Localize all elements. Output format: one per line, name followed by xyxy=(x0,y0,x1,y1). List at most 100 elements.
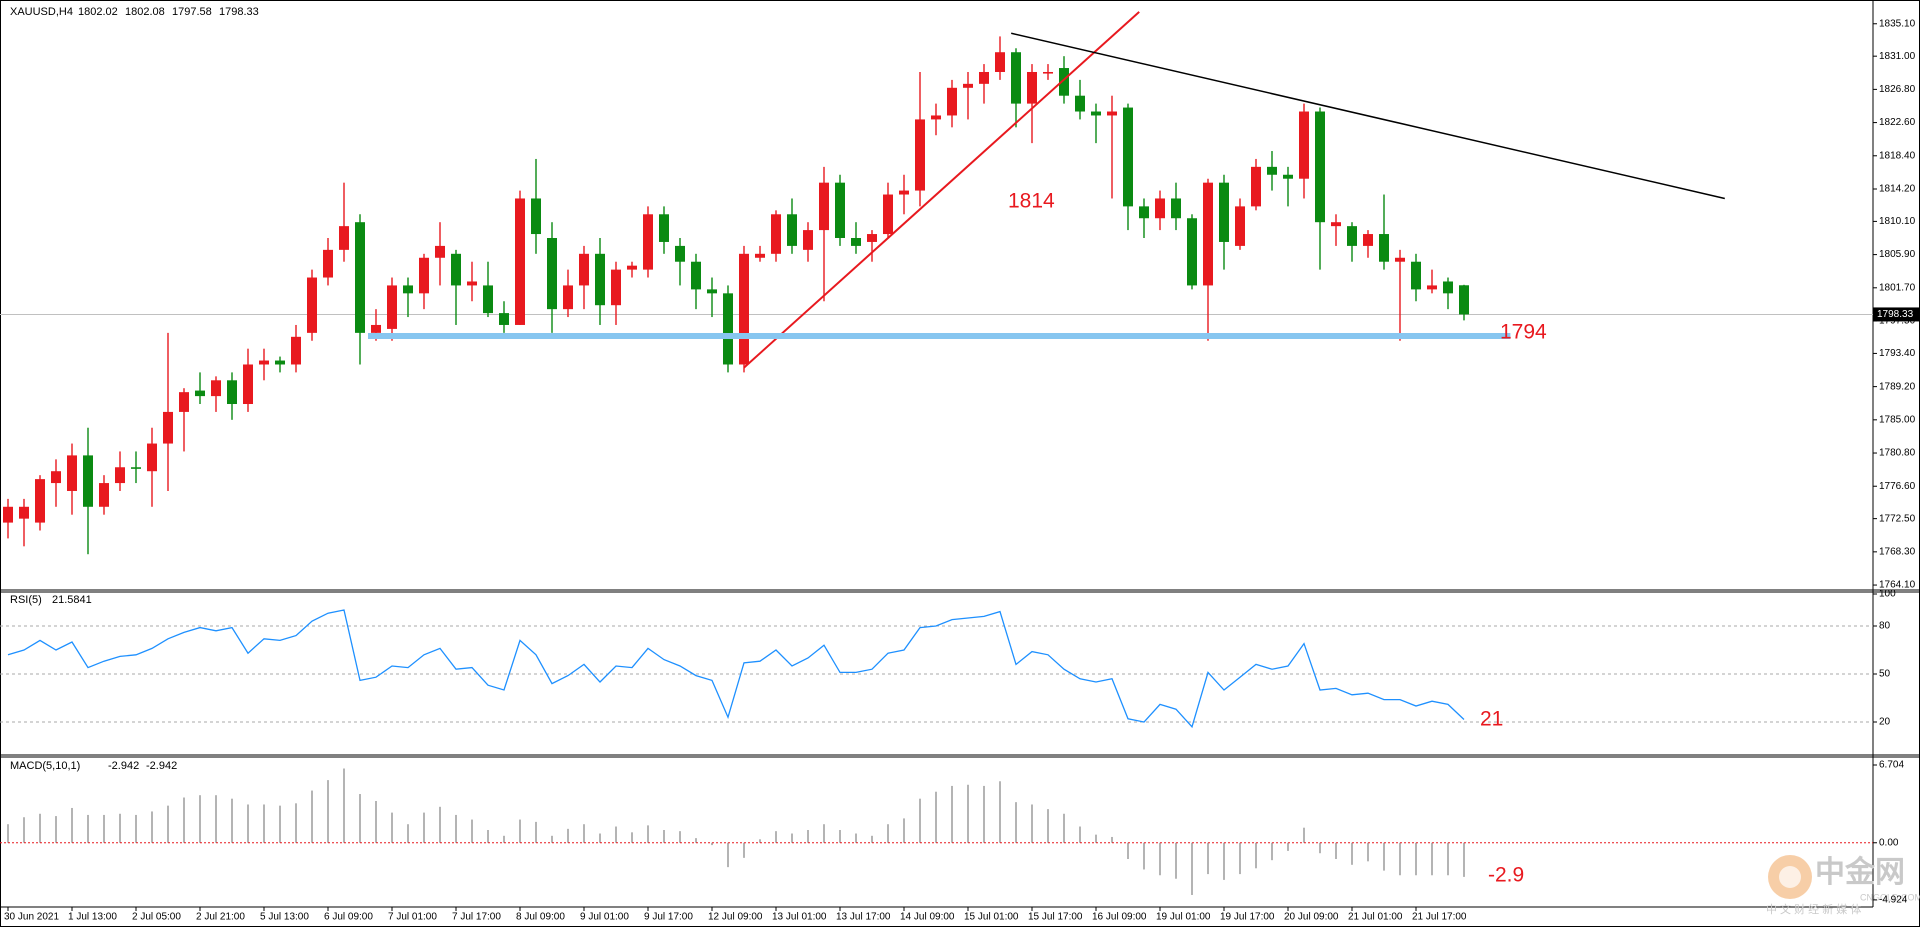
trendline xyxy=(743,11,1140,369)
candle-body xyxy=(227,380,237,405)
candle-body xyxy=(1299,111,1309,179)
x-tick-label: 14 Jul 09:00 xyxy=(900,912,955,923)
candle-body xyxy=(1363,234,1373,246)
y-tick-label: 1814.20 xyxy=(1879,184,1916,195)
candle-body xyxy=(211,380,221,397)
candle-body xyxy=(115,467,125,484)
candle-body xyxy=(83,455,93,507)
x-tick-label: 5 Jul 13:00 xyxy=(260,912,309,923)
candle-body xyxy=(1107,111,1117,116)
trendline xyxy=(1011,32,1725,200)
y-tick-label: 20 xyxy=(1879,717,1891,728)
candle-body xyxy=(403,285,413,294)
x-tick-label: 30 Jun 2021 xyxy=(4,912,59,923)
x-tick-label: 19 Jul 01:00 xyxy=(1156,912,1211,923)
candle-body xyxy=(547,238,557,310)
rsi-value: 21.5841 xyxy=(52,594,92,606)
candle-body xyxy=(1155,198,1165,219)
candle-body xyxy=(1203,182,1213,286)
candle-body xyxy=(1027,71,1037,104)
candle-body xyxy=(1059,68,1069,96)
candle-body xyxy=(499,313,509,325)
candle-body xyxy=(179,392,189,412)
candle-body xyxy=(1091,111,1101,116)
rsi-title: RSI(5) xyxy=(10,594,42,606)
x-tick-label: 13 Jul 01:00 xyxy=(772,912,827,923)
y-tick-label: 1764.10 xyxy=(1879,580,1916,591)
candle-body xyxy=(627,265,637,270)
candle-body xyxy=(419,257,429,294)
x-tick-label: 7 Jul 17:00 xyxy=(452,912,501,923)
candle-body xyxy=(67,455,77,491)
candle-body xyxy=(147,443,157,472)
y-tick-label: 1780.80 xyxy=(1879,448,1916,459)
candle-body xyxy=(35,479,45,523)
watermark-slogan: 中 文 财 经 新 媒 体 xyxy=(1766,902,1861,916)
y-tick-label: 1772.50 xyxy=(1879,513,1916,524)
candle-body xyxy=(1459,285,1469,315)
candle-body xyxy=(387,285,397,329)
candle-body xyxy=(19,506,29,519)
candle-body xyxy=(1379,234,1389,262)
watermark-logo xyxy=(1779,866,1801,888)
candle-body xyxy=(3,506,13,523)
x-tick-label: 7 Jul 01:00 xyxy=(388,912,437,923)
x-tick-label: 1 Jul 13:00 xyxy=(68,912,117,923)
candle-body xyxy=(659,214,669,242)
x-tick-label: 9 Jul 17:00 xyxy=(644,912,693,923)
candle-body xyxy=(1395,257,1405,262)
candle-body xyxy=(739,253,749,365)
candle-body xyxy=(1139,206,1149,219)
header-close: 1798.33 xyxy=(219,6,259,18)
y-tick-label: 1831.00 xyxy=(1879,51,1916,62)
candle-body xyxy=(355,222,365,333)
y-tick-label: 1818.40 xyxy=(1879,150,1916,161)
candle-body xyxy=(707,289,717,294)
candle-body xyxy=(803,230,813,250)
candle-body xyxy=(771,214,781,254)
candle-body xyxy=(1331,222,1341,227)
x-tick-label: 9 Jul 01:00 xyxy=(580,912,629,923)
candle-body xyxy=(1123,107,1133,207)
candle-body xyxy=(1011,52,1021,104)
candle-body xyxy=(243,364,253,405)
candle-body xyxy=(451,253,461,286)
x-tick-label: 19 Jul 17:00 xyxy=(1220,912,1275,923)
candle-body xyxy=(963,83,973,88)
x-tick-label: 6 Jul 09:00 xyxy=(324,912,373,923)
y-tick-label: 1805.90 xyxy=(1879,249,1916,260)
candle-body xyxy=(371,324,381,333)
candle-body xyxy=(1187,218,1197,286)
watermark-name: 中金网 xyxy=(1815,855,1905,889)
candle-body xyxy=(51,471,61,484)
candle-body xyxy=(163,411,173,444)
candle-body xyxy=(979,71,989,84)
y-tick-label: 1826.80 xyxy=(1879,84,1916,95)
candle-body xyxy=(259,360,269,365)
candle-body xyxy=(867,234,877,242)
macd-signal: -2.942 xyxy=(146,760,177,772)
y-tick-label: 1776.60 xyxy=(1879,481,1916,492)
header-low: 1797.58 xyxy=(172,6,212,18)
candle-body xyxy=(323,249,333,278)
y-tick-label: 1785.00 xyxy=(1879,414,1916,425)
candle-body xyxy=(691,261,701,290)
candle-body xyxy=(643,214,653,270)
candle-body xyxy=(1411,261,1421,290)
candle-body xyxy=(483,285,493,314)
x-tick-label: 8 Jul 09:00 xyxy=(516,912,565,923)
candle-body xyxy=(99,483,109,507)
candle-body xyxy=(131,467,141,469)
y-tick-label: 1768.30 xyxy=(1879,546,1916,557)
x-tick-label: 2 Jul 21:00 xyxy=(196,912,245,923)
x-tick-label: 21 Jul 01:00 xyxy=(1348,912,1403,923)
y-tick-label: 50 xyxy=(1879,669,1891,680)
candle-body xyxy=(291,336,301,365)
macd-value: -2.942 xyxy=(108,760,139,772)
y-tick-label: 1835.10 xyxy=(1879,18,1916,29)
candle-body xyxy=(1043,71,1053,74)
candle-body xyxy=(579,253,589,286)
candle-body xyxy=(851,238,861,246)
